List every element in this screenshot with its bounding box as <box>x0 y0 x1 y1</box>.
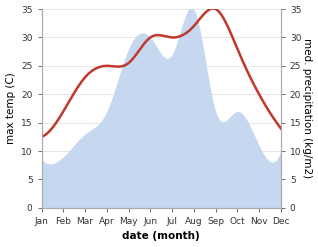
X-axis label: date (month): date (month) <box>122 231 200 242</box>
Y-axis label: max temp (C): max temp (C) <box>5 73 16 144</box>
Y-axis label: med. precipitation (kg/m2): med. precipitation (kg/m2) <box>302 38 313 179</box>
